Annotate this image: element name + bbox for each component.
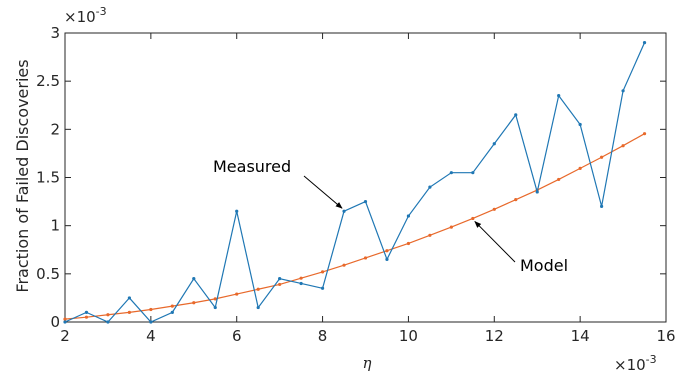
data-point-model xyxy=(213,297,217,301)
data-point-measured xyxy=(621,89,625,93)
x-multiplier-exponent: -3 xyxy=(646,353,657,366)
y-axis-multiplier: ×10-3 xyxy=(64,5,107,26)
annotation-arrow-measured xyxy=(303,175,343,209)
data-point-measured xyxy=(127,296,131,300)
y-tick-label: 1.5 xyxy=(36,169,60,187)
data-point-measured xyxy=(492,142,496,146)
x-tick-label: 12 xyxy=(485,327,504,345)
data-point-model xyxy=(63,317,67,321)
x-tick-label: 4 xyxy=(146,327,156,345)
data-point-measured xyxy=(514,113,518,117)
series-line-measured xyxy=(64,42,646,323)
data-point-measured xyxy=(106,320,110,324)
data-point-measured xyxy=(557,94,561,98)
series-layer xyxy=(63,41,647,324)
y-multiplier-base: ×10 xyxy=(64,8,96,26)
data-point-measured xyxy=(63,320,67,324)
data-point-model xyxy=(235,292,239,296)
data-point-model xyxy=(492,207,496,211)
x-axis-label: η xyxy=(363,354,372,372)
y-tick-label: 1 xyxy=(50,217,60,235)
data-point-measured xyxy=(385,257,389,261)
x-tick-label: 14 xyxy=(571,327,590,345)
data-point-model xyxy=(406,241,411,246)
data-point-model xyxy=(514,198,518,202)
data-point-model xyxy=(320,270,325,274)
data-point-model xyxy=(84,315,89,319)
x-tick-label: 10 xyxy=(399,327,418,345)
y-tick-label: 2.5 xyxy=(36,72,60,90)
annotations: Measured Model xyxy=(213,157,568,275)
axes xyxy=(64,32,667,323)
data-point-measured xyxy=(235,209,239,213)
data-point-measured xyxy=(149,320,153,324)
data-point-model xyxy=(127,310,131,314)
data-point-model xyxy=(471,216,475,221)
y-tick-label: 0.5 xyxy=(36,265,60,283)
data-point-model xyxy=(557,177,561,182)
data-point-measured xyxy=(428,185,432,189)
data-point-measured xyxy=(320,286,325,290)
data-point-model xyxy=(256,287,260,291)
data-point-measured xyxy=(278,277,282,281)
data-point-measured xyxy=(471,171,475,175)
data-point-measured xyxy=(642,41,647,45)
data-point-model xyxy=(428,233,432,237)
data-point-measured xyxy=(299,281,303,286)
data-point-measured xyxy=(256,305,260,310)
series-line-model xyxy=(64,133,645,320)
data-point-model xyxy=(299,276,303,280)
x-multiplier-base: ×10 xyxy=(614,356,646,374)
data-point-measured xyxy=(363,199,368,204)
x-tick-label: 8 xyxy=(318,327,328,345)
data-point-measured xyxy=(213,305,217,310)
data-point-model xyxy=(385,249,389,253)
data-point-model xyxy=(621,144,625,148)
data-point-model xyxy=(363,256,368,260)
data-point-measured xyxy=(406,214,411,218)
x-tick-label: 2 xyxy=(60,327,70,345)
y-tick-label: 0 xyxy=(50,313,60,331)
data-point-model xyxy=(600,155,604,159)
data-point-measured xyxy=(578,122,582,127)
annotation-measured: Measured xyxy=(213,157,291,176)
y-multiplier-exponent: -3 xyxy=(96,5,107,18)
data-point-model xyxy=(106,313,110,317)
annotation-arrow-model xyxy=(474,220,516,263)
data-point-measured xyxy=(84,310,89,314)
y-axis-label: Fraction of Failed Discoveries xyxy=(13,59,32,292)
data-point-measured xyxy=(192,277,196,281)
plot-frame xyxy=(64,32,667,323)
y-tick-label: 3 xyxy=(50,24,60,42)
data-point-measured xyxy=(449,171,453,175)
data-point-model xyxy=(192,301,196,305)
data-point-model xyxy=(578,166,582,170)
data-point-model xyxy=(170,304,174,308)
x-tick-label: 16 xyxy=(656,327,675,345)
ticks: 2 4 6 8 10 12 14 16 0 0.5 1 1.5 2 2.5 3 xyxy=(36,24,675,345)
data-point-model xyxy=(449,225,453,229)
data-point-model xyxy=(642,132,647,136)
x-axis-multiplier: ×10-3 xyxy=(614,353,657,374)
annotation-model: Model xyxy=(520,256,568,275)
data-point-measured xyxy=(170,310,174,314)
data-point-model xyxy=(342,263,346,267)
data-point-measured xyxy=(342,209,346,213)
y-tick-label: 2 xyxy=(50,120,60,138)
data-point-measured xyxy=(535,190,539,194)
data-point-measured xyxy=(600,204,604,208)
data-point-model xyxy=(149,307,153,312)
data-point-model xyxy=(278,282,282,287)
x-tick-label: 6 xyxy=(232,327,242,345)
